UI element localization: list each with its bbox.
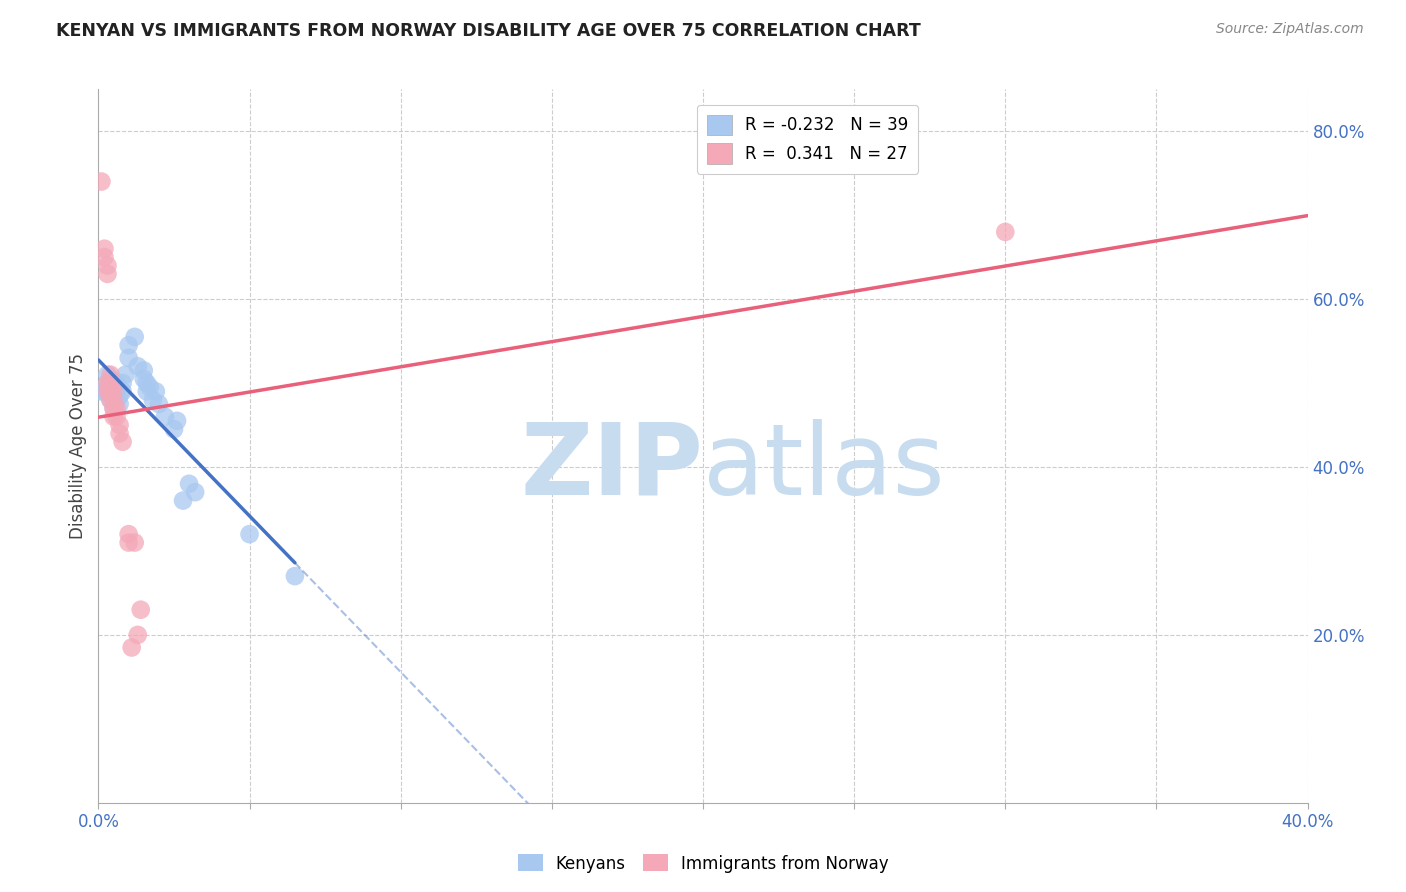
Point [166, 414, 188, 428]
Point [172, 493, 194, 508]
Point [284, 569, 307, 583]
Point [124, 330, 146, 344]
Text: atlas: atlas [703, 419, 945, 516]
Point [103, 384, 125, 399]
Text: Source: ZipAtlas.com: Source: ZipAtlas.com [1216, 22, 1364, 37]
Point [108, 397, 131, 411]
Point [90, 175, 112, 189]
Point [96, 368, 118, 382]
Point [100, 384, 122, 399]
Point [96, 376, 118, 390]
Point [108, 389, 131, 403]
Point [93, 384, 115, 399]
Point [100, 392, 122, 407]
Point [100, 380, 122, 394]
Point [239, 527, 262, 541]
Point [108, 417, 131, 432]
Point [111, 384, 134, 399]
Legend: Kenyans, Immigrants from Norway: Kenyans, Immigrants from Norway [510, 847, 896, 880]
Point [103, 376, 125, 390]
Point [100, 368, 122, 382]
Point [118, 535, 141, 549]
Y-axis label: Disability Age Over 75: Disability Age Over 75 [69, 353, 87, 539]
Point [145, 384, 167, 399]
Point [100, 376, 122, 390]
Point [148, 397, 170, 411]
Point [129, 603, 152, 617]
Point [132, 372, 155, 386]
Point [132, 363, 155, 377]
Point [100, 392, 122, 407]
Point [111, 434, 134, 449]
Point [994, 225, 1017, 239]
Legend: R = -0.232   N = 39, R =  0.341   N = 27: R = -0.232 N = 39, R = 0.341 N = 27 [697, 104, 918, 174]
Point [114, 368, 136, 382]
Point [179, 476, 201, 491]
Text: KENYAN VS IMMIGRANTS FROM NORWAY DISABILITY AGE OVER 75 CORRELATION CHART: KENYAN VS IMMIGRANTS FROM NORWAY DISABIL… [56, 22, 921, 40]
Point [105, 392, 128, 407]
Point [105, 376, 128, 390]
Point [127, 359, 149, 374]
Point [111, 376, 134, 390]
Point [100, 372, 122, 386]
Point [127, 628, 149, 642]
Point [96, 384, 118, 399]
Point [103, 384, 125, 399]
Point [184, 485, 207, 500]
Point [105, 409, 128, 424]
Point [105, 401, 128, 416]
Point [108, 426, 131, 441]
Point [93, 242, 115, 256]
Point [139, 380, 162, 394]
Point [96, 259, 118, 273]
Point [103, 409, 125, 424]
Point [118, 351, 141, 365]
Point [93, 250, 115, 264]
Point [118, 527, 141, 541]
Point [118, 338, 141, 352]
Point [135, 376, 157, 390]
Point [142, 392, 165, 407]
Point [121, 640, 143, 655]
Point [96, 376, 118, 390]
Point [135, 384, 157, 399]
Point [124, 535, 146, 549]
Point [90, 384, 112, 399]
Point [153, 409, 176, 424]
Point [105, 384, 128, 399]
Text: ZIP: ZIP [520, 419, 703, 516]
Point [163, 422, 186, 436]
Point [103, 401, 125, 416]
Point [96, 267, 118, 281]
Point [96, 384, 118, 399]
Point [103, 392, 125, 407]
Point [103, 401, 125, 416]
